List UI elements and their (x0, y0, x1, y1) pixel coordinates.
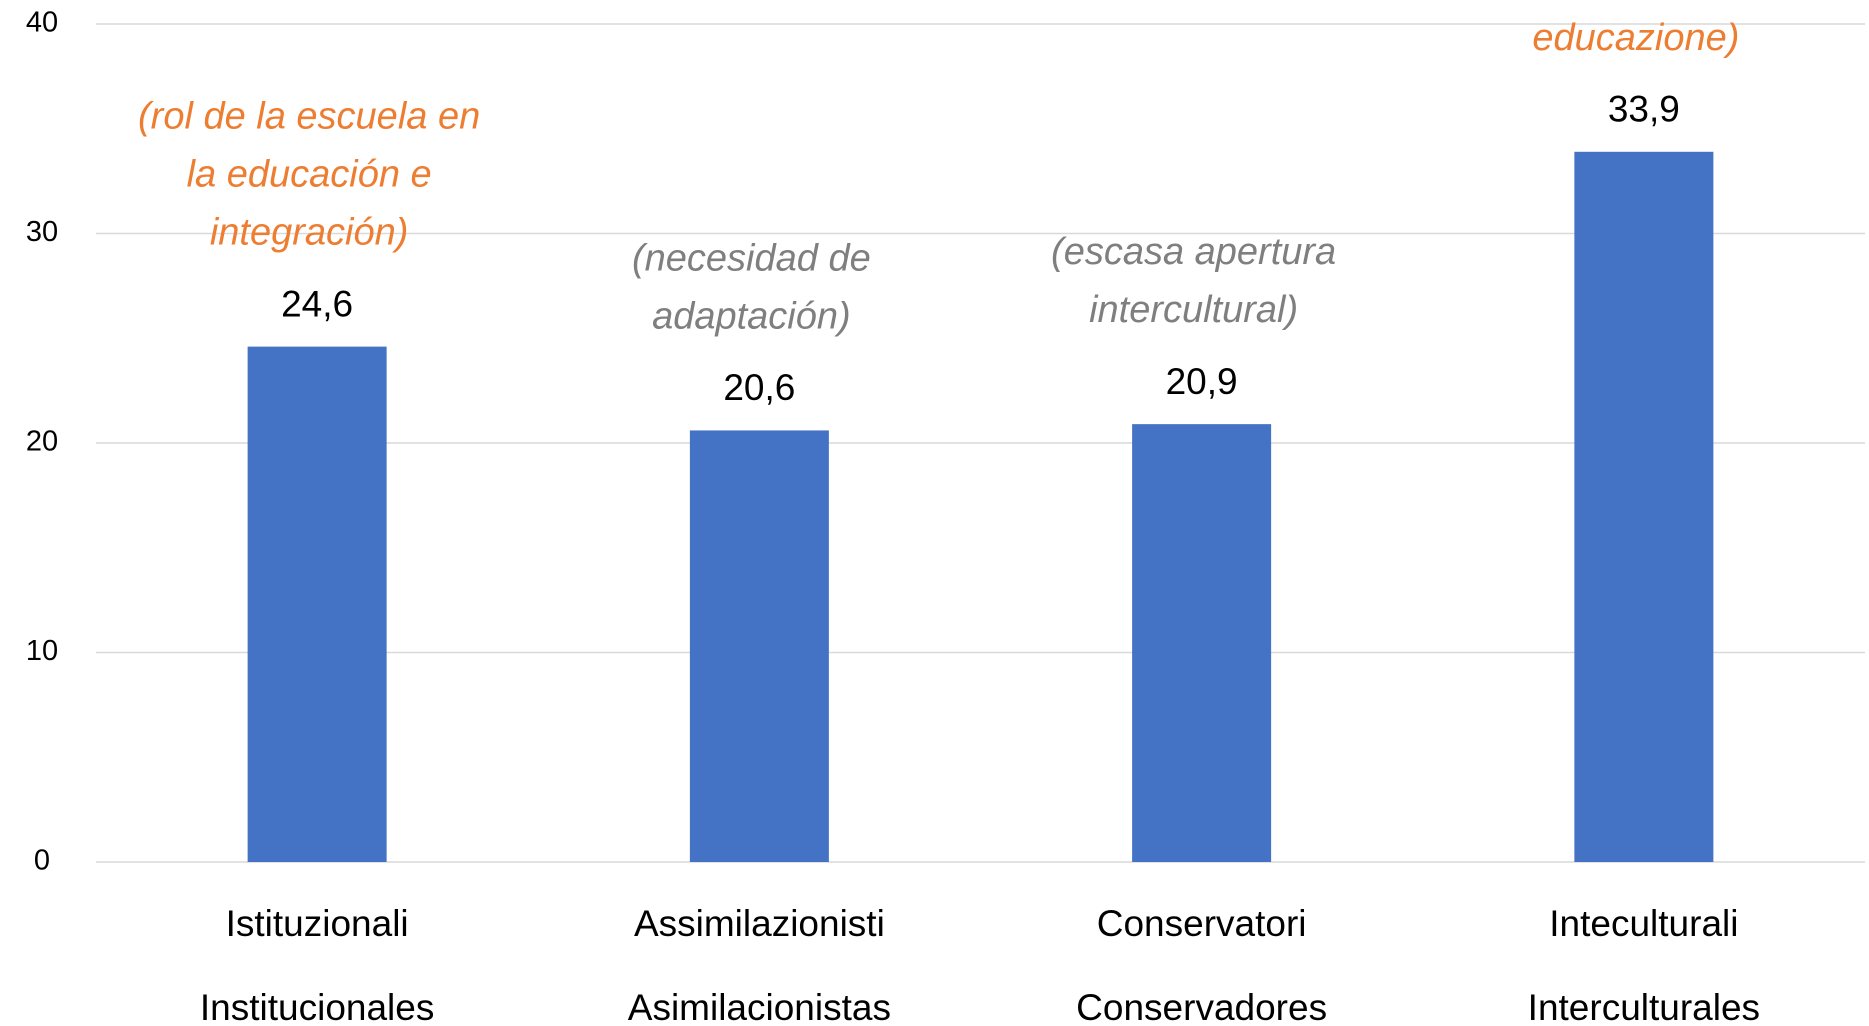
x-tick-label: Interculturales (1528, 987, 1760, 1026)
y-tick-label: 10 (26, 635, 58, 667)
data-label: 33,9 (1608, 89, 1680, 130)
x-tick-label: Asimilacionistas (628, 987, 891, 1026)
annotation: adaptación) (652, 295, 851, 337)
data-label: 20,9 (1166, 361, 1238, 402)
x-tick-label: Institucionales (200, 987, 434, 1026)
bar (1132, 424, 1272, 862)
y-tick-label: 20 (26, 426, 58, 458)
annotation: la educación e (187, 154, 432, 196)
x-tick-label: Conservadores (1076, 987, 1327, 1026)
x-tick-label: Assimilazionisti (634, 903, 885, 944)
data-label: 24,6 (281, 283, 353, 324)
x-tick-label: Istituzionali (226, 903, 409, 944)
bar (247, 346, 387, 862)
x-tick-label: Inteculturali (1549, 903, 1738, 944)
bar (1574, 151, 1714, 863)
y-tick-label: 30 (26, 216, 58, 248)
annotation: (necesidad de (632, 237, 871, 279)
bar (689, 430, 829, 862)
annotation: integración) (210, 212, 409, 254)
y-tick-label: 0 (34, 845, 50, 877)
annotation: (rol de la escuela en (138, 96, 480, 138)
annotation: intercultural) (1089, 289, 1298, 331)
x-tick-label: Conservatori (1097, 903, 1307, 944)
y-tick-label: 40 (26, 7, 58, 39)
annotation: (escasa apertura (1051, 231, 1336, 273)
annotation: educazione) (1532, 17, 1739, 59)
data-label: 20,6 (723, 367, 795, 408)
